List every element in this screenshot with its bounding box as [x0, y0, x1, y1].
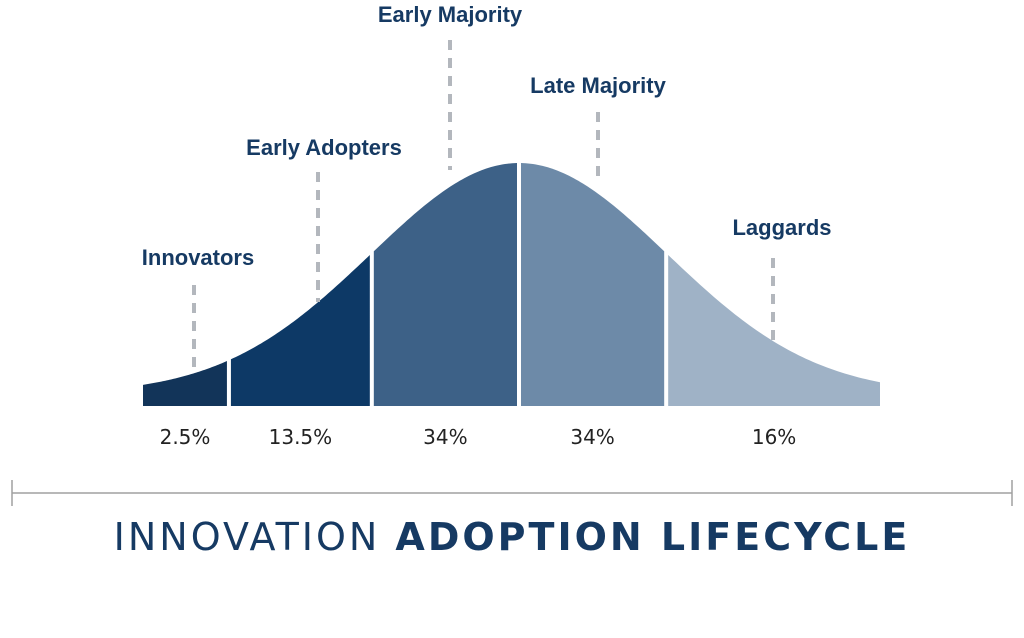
segment-label-early-adopters: Early Adopters	[246, 135, 402, 160]
segment-early-adopters	[230, 255, 370, 406]
segment-early-majority	[373, 163, 517, 406]
percent-label-innovators: 2.5%	[160, 425, 211, 449]
percent-label-laggards: 16%	[752, 425, 796, 449]
segment-labels: Innovators Early Adopters Early Majority La…	[142, 2, 832, 270]
curve-segments	[143, 163, 880, 406]
title-rule	[11, 480, 1013, 506]
segment-label-laggards: Laggards	[732, 215, 831, 240]
segment-laggards	[668, 255, 880, 406]
segment-label-innovators: Innovators	[142, 245, 254, 270]
percent-label-early-adopters: 13.5%	[269, 425, 333, 449]
title-light: INNOVATION	[113, 515, 396, 559]
segment-late-majority	[521, 163, 665, 406]
percent-label-late-majority: 34%	[570, 425, 614, 449]
segment-innovators	[143, 361, 227, 406]
segment-label-early-majority: Early Majority	[378, 2, 523, 27]
percent-labels: 2.5% 13.5% 34% 34% 16%	[160, 425, 797, 449]
leader-lines	[192, 40, 775, 372]
segment-label-late-majority: Late Majority	[530, 73, 666, 98]
title-bold: ADOPTION LIFECYCLE	[395, 515, 911, 559]
chart-title: INNOVATION ADOPTION LIFECYCLE	[0, 515, 1024, 559]
percent-label-early-majority: 34%	[423, 425, 467, 449]
